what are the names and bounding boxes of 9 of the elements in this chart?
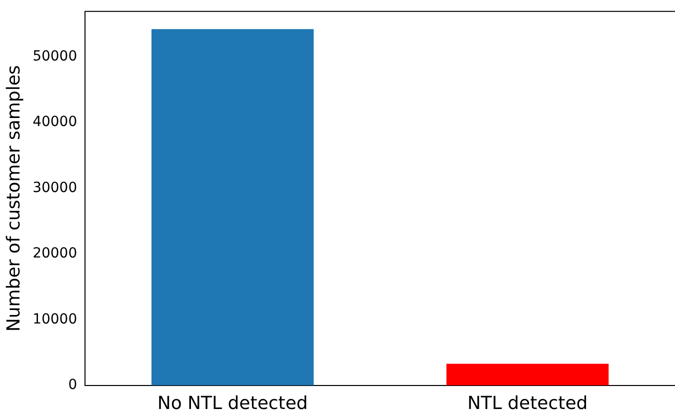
- x-tick-label: NTL detected: [467, 392, 588, 414]
- y-axis-title: Number of customer samples: [3, 65, 24, 332]
- y-tick-label: 10000: [32, 311, 78, 328]
- y-tick-label: 50000: [32, 48, 78, 64]
- y-tick-label: 40000: [32, 114, 78, 130]
- y-tick-label: 0: [68, 377, 78, 394]
- y-tick-label: 20000: [32, 246, 78, 262]
- x-tick-label: No NTL detected: [157, 392, 308, 414]
- y-tick-label: 30000: [32, 180, 78, 196]
